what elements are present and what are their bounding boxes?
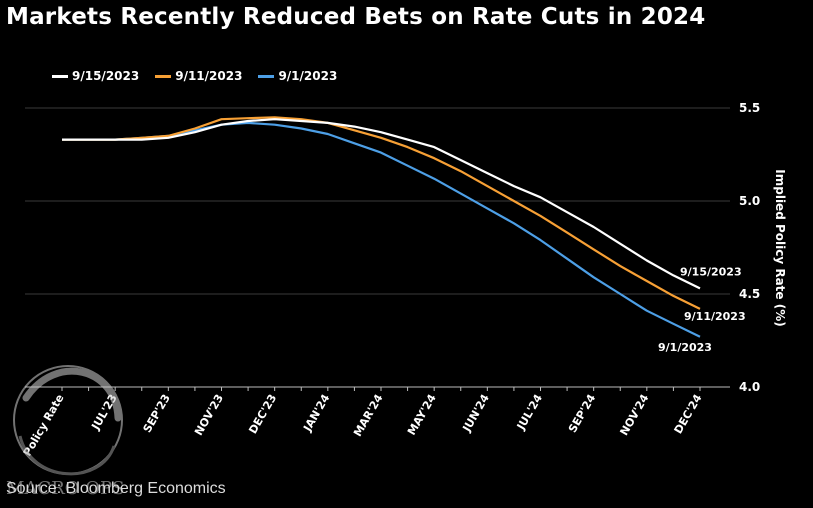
legend: 9/15/2023 9/11/2023 9/1/2023 xyxy=(52,69,337,83)
legend-label: 9/11/2023 xyxy=(175,69,243,83)
legend-swatch xyxy=(52,74,68,78)
watermark-logo-icon: MACRO OPS xyxy=(6,365,124,499)
legend-item-9-1[interactable]: 9/1/2023 xyxy=(258,69,337,83)
series-end-label: 9/1/2023 xyxy=(658,341,712,354)
x-tick-label: JAN'24 xyxy=(300,392,332,435)
x-tick-label: DEC'24 xyxy=(672,392,705,436)
legend-item-9-11[interactable]: 9/11/2023 xyxy=(155,69,242,83)
legend-label: 9/15/2023 xyxy=(72,69,140,83)
y-tick-label: 5.0 xyxy=(739,194,760,208)
series-line-9-1-2023 xyxy=(62,121,701,338)
x-tick-label: MAR'24 xyxy=(351,392,386,439)
legend-swatch xyxy=(155,74,172,78)
x-tick-label: NOV'24 xyxy=(617,392,651,438)
x-tick-label: JUL'24 xyxy=(514,392,545,433)
x-tick-label: MAY'24 xyxy=(405,392,439,438)
source-note: Source: Bloomberg Economics xyxy=(6,480,226,497)
legend-item-9-15[interactable]: 9/15/2023 xyxy=(52,69,139,83)
x-tick-label: JUN'24 xyxy=(460,392,492,435)
watermark-text: MACRO OPS xyxy=(6,478,124,499)
y-tick-label: 4.5 xyxy=(739,287,760,301)
series-line-9-15-2023 xyxy=(62,118,701,290)
legend-swatch xyxy=(258,74,275,78)
y-tick-label: 5.5 xyxy=(739,101,760,115)
x-tick-label: SEP'23 xyxy=(141,392,173,435)
x-tick-label: DEC'23 xyxy=(246,392,279,436)
y-tick-label: 4.0 xyxy=(739,380,760,394)
x-tick-label: SEP'24 xyxy=(566,392,599,435)
series-end-label: 9/15/2023 xyxy=(680,265,742,278)
y-axis-title: Implied Policy Rate (%) xyxy=(773,169,787,326)
x-tick-label: NOV'23 xyxy=(192,392,226,438)
series-line-9-11-2023 xyxy=(62,116,701,310)
chart-title: Markets Recently Reduced Bets on Rate Cu… xyxy=(6,4,706,30)
legend-label: 9/1/2023 xyxy=(278,69,338,83)
series-end-label: 9/11/2023 xyxy=(684,310,746,323)
